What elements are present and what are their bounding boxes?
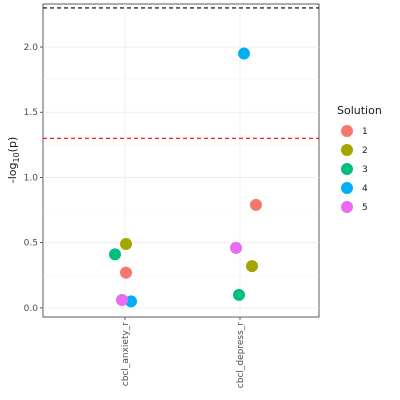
data-point-solution-5 [116, 294, 128, 307]
legend: Solution 1 2 3 4 5 [337, 104, 382, 213]
data-points [109, 47, 262, 308]
y-tick-label: 1.0 [24, 173, 39, 183]
data-point-solution-3 [233, 288, 245, 301]
y-axis-title-tail: (p) [6, 137, 19, 153]
legend-label: 5 [362, 203, 368, 213]
y-tick-label: 1.5 [24, 108, 38, 118]
legend-key-2 [341, 144, 353, 156]
data-point-solution-1 [250, 198, 262, 211]
legend-label: 4 [362, 184, 368, 194]
y-tick-label: 0.5 [24, 239, 38, 249]
legend-label: 1 [362, 127, 368, 137]
data-point-solution-3 [109, 248, 121, 261]
y-axis-title: -log10(p) [6, 137, 21, 184]
legend-key-4 [341, 182, 353, 194]
data-point-solution-1 [120, 266, 132, 279]
y-axis-ticks: 0.0 0.5 1.0 1.5 2.0 [24, 43, 43, 314]
y-tick-label: 2.0 [24, 43, 39, 53]
legend-key-1 [341, 125, 353, 137]
data-point-solution-2 [120, 237, 132, 250]
data-point-solution-4 [125, 295, 137, 308]
plot-panel [42, 3, 320, 318]
legend-key-5 [341, 201, 353, 213]
y-axis-title-base: -log [6, 163, 19, 184]
legend-label: 3 [362, 165, 368, 175]
data-point-solution-2 [246, 260, 258, 273]
data-point-solution-5 [230, 241, 242, 254]
x-tick-label: cbcl_anxiety_r [121, 322, 131, 387]
data-point-solution-4 [238, 47, 250, 60]
reference-lines [43, 7, 319, 139]
y-tick-label: 0.0 [24, 304, 39, 314]
legend-label: 2 [362, 146, 368, 156]
y-axis-title-subscript: 10 [12, 152, 21, 162]
legend-key-3 [341, 163, 353, 175]
x-tick-label: cbcl_depress_r [236, 322, 246, 388]
x-axis-ticks: cbcl_anxiety_r cbcl_depress_r [121, 317, 246, 388]
legend-title: Solution [337, 104, 382, 117]
